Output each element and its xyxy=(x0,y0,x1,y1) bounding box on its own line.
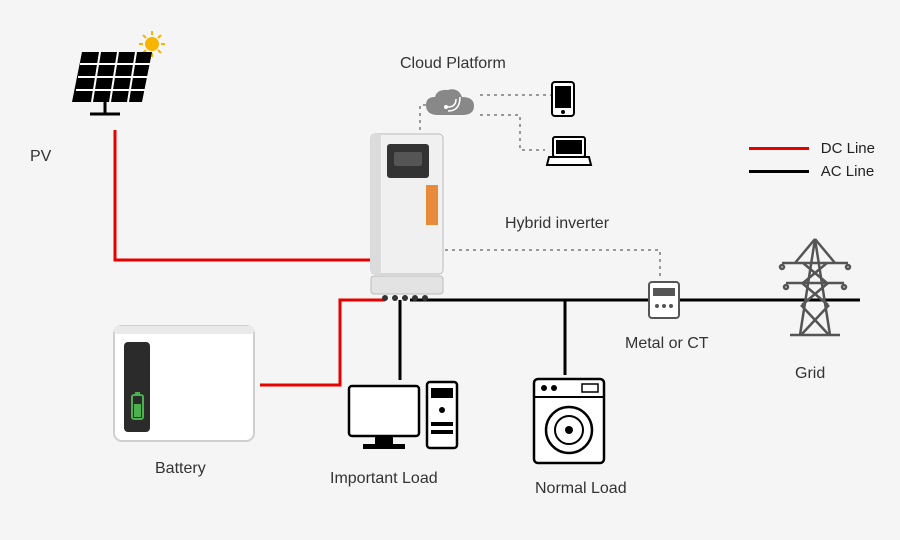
cloud-icon xyxy=(420,85,480,127)
inverter-label: Hybrid inverter xyxy=(505,215,609,233)
battery-node xyxy=(110,320,260,455)
pv-node xyxy=(70,30,180,130)
normal-load-label: Normal Load xyxy=(535,480,627,498)
pv-label: PV xyxy=(30,148,51,166)
meter-node xyxy=(645,278,685,327)
meter-icon xyxy=(645,278,685,322)
legend-dc-swatch xyxy=(749,147,809,150)
laptop-icon xyxy=(545,135,593,169)
washer-icon xyxy=(530,375,608,467)
meter-label: Metal or CT xyxy=(625,335,709,353)
battery-label: Battery xyxy=(155,460,206,478)
legend-ac-label: AC Line xyxy=(821,163,874,180)
phone-icon xyxy=(550,80,576,118)
solar-panel-icon xyxy=(70,30,180,125)
normal-load-node xyxy=(530,375,608,472)
inverter-node xyxy=(365,130,455,310)
inverter-icon xyxy=(365,130,455,305)
legend-ac: AC Line xyxy=(749,163,875,180)
grid-label: Grid xyxy=(795,365,825,383)
important-load-label: Important Load xyxy=(330,470,438,488)
battery-icon xyxy=(110,320,260,450)
laptop-node xyxy=(545,135,593,174)
legend-dc: DC Line xyxy=(749,140,875,157)
important-load-node xyxy=(345,380,465,465)
legend: DC Line AC Line xyxy=(749,140,875,186)
phone-node xyxy=(550,80,576,123)
cloud-node xyxy=(420,85,480,132)
legend-dc-label: DC Line xyxy=(821,140,875,157)
computer-icon xyxy=(345,380,465,460)
pylon-icon xyxy=(770,235,860,345)
legend-ac-swatch xyxy=(749,170,809,173)
grid-node xyxy=(770,235,860,350)
cloud-label: Cloud Platform xyxy=(400,55,506,73)
